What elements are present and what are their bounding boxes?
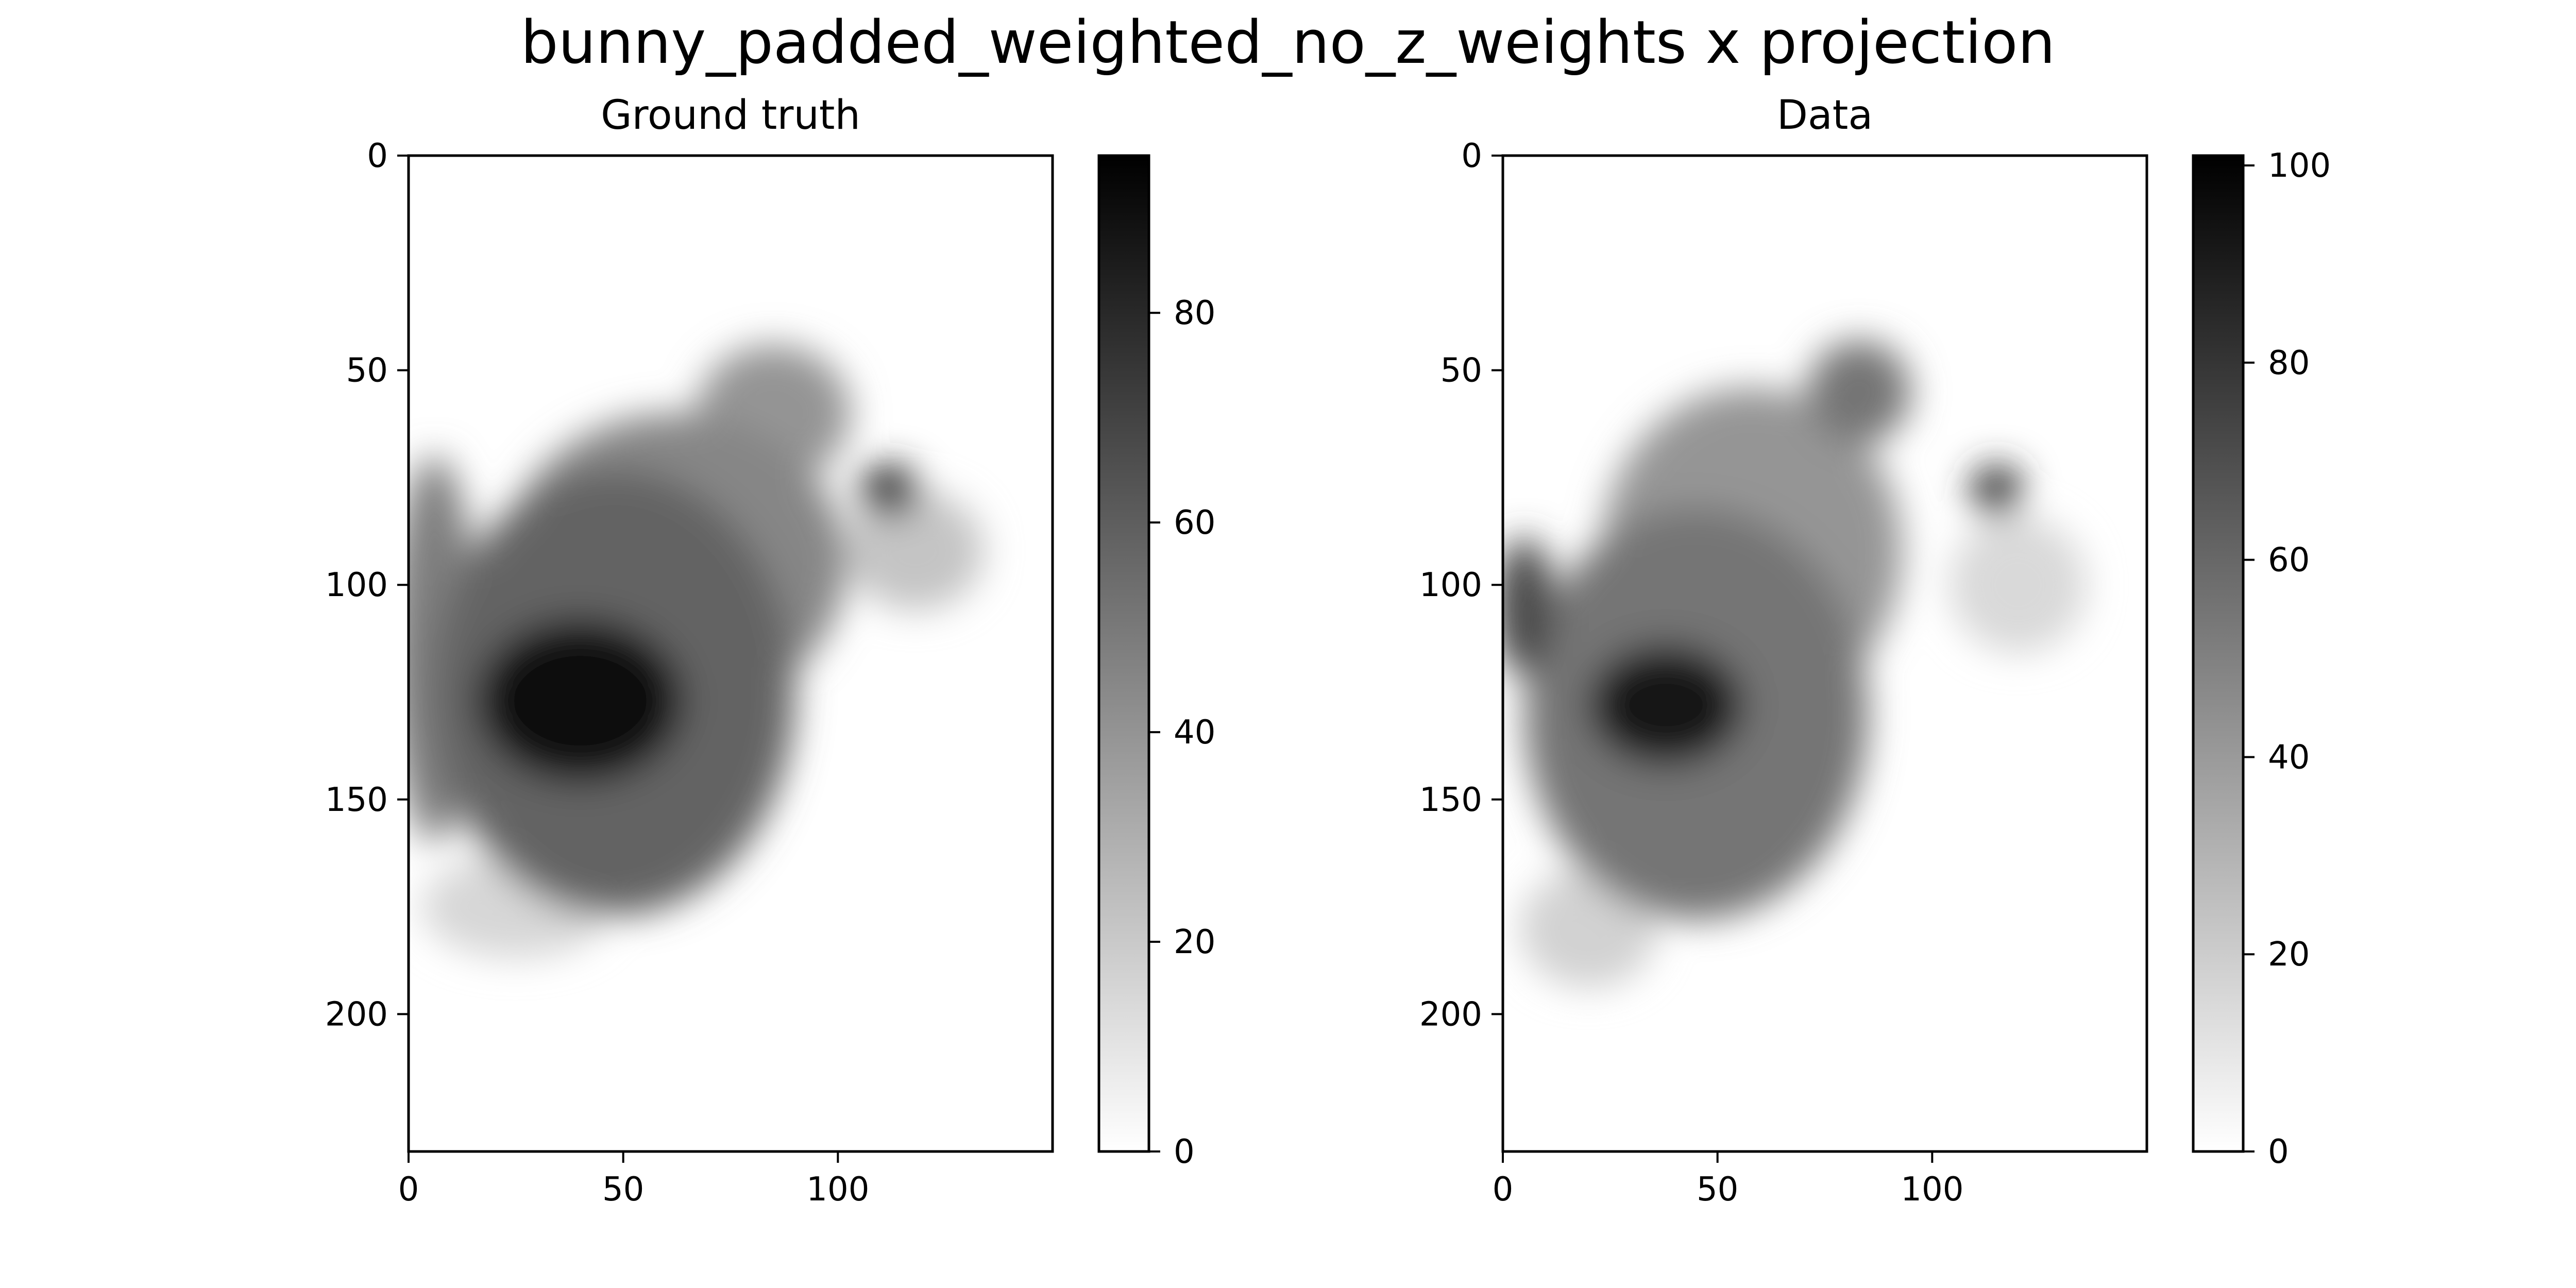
figure-title: bunny_padded_weighted_no_z_weights x pro… [521, 8, 2056, 77]
intensity-region [1503, 537, 1554, 675]
intensity-region [1971, 464, 2023, 516]
y-tick-label: 200 [325, 995, 388, 1033]
colorbar-frame [1097, 154, 1150, 1153]
intensity-region [1949, 516, 2087, 654]
colorbar-tick-label: 40 [1174, 714, 1215, 752]
panel-title: Data [1777, 92, 1873, 139]
y-tick-label: 0 [367, 137, 388, 175]
colorbar-tick-label: 0 [2268, 1133, 2289, 1171]
colorbar-tick-label: 80 [2268, 344, 2310, 382]
y-tick-label: 50 [1440, 352, 1482, 390]
colorbar: 0 20 40 60 80 100 [2192, 147, 2331, 1171]
heatmap-layer [1503, 156, 2147, 1151]
panel-ground-truth: Ground truth 0 50 100 0 50 100 150 200 0 20 40 60 8… [325, 92, 1216, 1209]
axes-frame [1501, 154, 2148, 1153]
axes-frame [407, 154, 1054, 1153]
x-tick-label: 0 [1493, 1171, 1514, 1209]
y-tick-label: 100 [325, 566, 388, 604]
intensity-region [477, 619, 684, 783]
x-tick-label: 100 [1901, 1171, 1963, 1209]
y-tick-label: 200 [1419, 995, 1482, 1033]
colorbar-tick-label: 20 [2268, 936, 2310, 974]
y-tick-label: 150 [325, 781, 388, 819]
x-tick-label: 50 [602, 1171, 644, 1209]
y-tick-label: 100 [1419, 566, 1482, 604]
x-tick-label: 0 [398, 1171, 419, 1209]
y-tick-label: 150 [1419, 781, 1482, 819]
colorbar-gradient [2193, 156, 2243, 1151]
colorbar-tick-label: 0 [1174, 1133, 1195, 1171]
intensity-region [1807, 340, 1911, 444]
x-tick-label: 50 [1697, 1171, 1738, 1209]
panel-title: Ground truth [601, 92, 860, 139]
colorbar-frame [2192, 154, 2245, 1153]
colorbar-gradient [1099, 156, 1149, 1151]
intensity-region [859, 464, 920, 516]
intensity-region [846, 490, 984, 611]
colorbar-tick-label: 100 [2268, 147, 2331, 185]
colorbar-tick-label: 60 [1174, 504, 1215, 542]
intensity-region [1588, 645, 1743, 766]
heatmap-layer [409, 156, 1053, 1151]
axes-layer: 0 50 100 0 50 100 150 200 [325, 137, 1054, 1209]
x-tick-label: 100 [806, 1171, 869, 1209]
y-tick-label: 0 [1461, 137, 1482, 175]
colorbar-tick-label: 60 [2268, 541, 2310, 580]
colorbar: 0 20 40 60 80 [1097, 154, 1215, 1171]
colorbar-tick-label: 80 [1174, 294, 1215, 332]
y-tick-label: 50 [346, 352, 388, 390]
colorbar-tick-label: 20 [1174, 923, 1215, 961]
panel-data: Data 0 50 100 0 50 100 150 200 0 20 40 60 80 100 [1419, 92, 2331, 1209]
colorbar-tick-label: 40 [2268, 738, 2310, 776]
axes-layer: 0 50 100 0 50 100 150 200 [1419, 137, 2148, 1209]
